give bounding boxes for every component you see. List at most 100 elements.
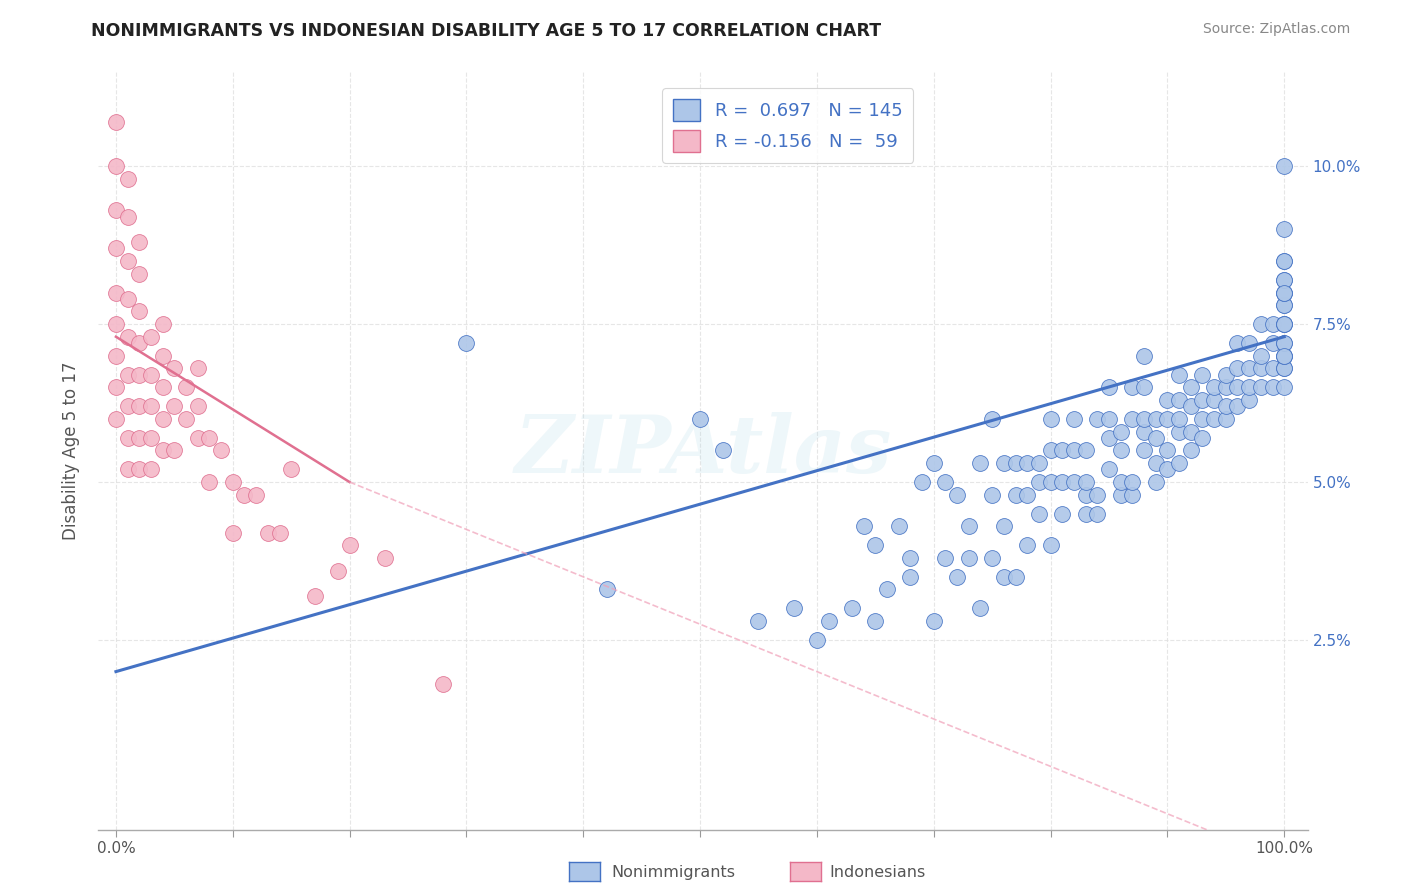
Point (1168, 368, 1191, 382)
Point (1133, 380, 1156, 394)
Point (981, 488, 1004, 502)
Point (1250, 361, 1272, 376)
Point (1144, 412, 1167, 426)
Point (1250, 317, 1272, 331)
Point (1109, 475, 1132, 489)
Point (1215, 380, 1237, 394)
Point (1272, 298, 1295, 312)
Point (1074, 507, 1097, 521)
Point (256, 525, 278, 540)
Point (1156, 412, 1178, 426)
Point (1237, 380, 1260, 394)
Point (1180, 425, 1202, 439)
Point (117, 253, 139, 268)
Point (117, 462, 139, 476)
Point (946, 488, 969, 502)
Point (139, 399, 162, 413)
Point (1063, 443, 1085, 458)
Point (1215, 399, 1237, 413)
Point (128, 431, 150, 445)
Point (128, 336, 150, 351)
Point (747, 614, 769, 628)
Point (1272, 317, 1295, 331)
Point (128, 368, 150, 382)
Point (981, 550, 1004, 565)
Point (1272, 317, 1295, 331)
Point (222, 525, 245, 540)
Point (1052, 475, 1074, 489)
Point (1261, 317, 1284, 331)
Point (1272, 222, 1295, 236)
Point (174, 380, 197, 394)
Point (1237, 392, 1260, 407)
Point (969, 456, 991, 470)
Point (1109, 425, 1132, 439)
Point (117, 210, 139, 224)
Point (152, 443, 174, 458)
Point (1098, 412, 1121, 426)
Point (1133, 425, 1156, 439)
Point (1063, 475, 1085, 489)
Point (898, 570, 921, 584)
Point (934, 550, 956, 565)
Point (1272, 159, 1295, 173)
Point (1074, 443, 1097, 458)
Point (1272, 361, 1295, 376)
Point (1272, 349, 1295, 363)
Point (117, 292, 139, 306)
Point (817, 614, 839, 628)
Point (1215, 368, 1237, 382)
Point (1191, 392, 1213, 407)
Text: Indonesians: Indonesians (830, 865, 925, 880)
Point (117, 399, 139, 413)
Point (1204, 412, 1226, 426)
Point (1156, 462, 1178, 476)
Point (1226, 399, 1249, 413)
Point (198, 475, 221, 489)
Point (139, 368, 162, 382)
Point (922, 456, 945, 470)
Point (1144, 456, 1167, 470)
Point (1168, 392, 1191, 407)
Point (163, 399, 186, 413)
Point (1052, 507, 1074, 521)
Point (163, 361, 186, 376)
Point (1272, 380, 1295, 394)
Point (1191, 368, 1213, 382)
Point (432, 677, 454, 691)
Point (1272, 298, 1295, 312)
Point (1204, 380, 1226, 394)
Point (1272, 361, 1295, 376)
Point (1028, 507, 1050, 521)
Point (1168, 412, 1191, 426)
Y-axis label: Disability Age 5 to 17: Disability Age 5 to 17 (62, 361, 80, 540)
Point (198, 431, 221, 445)
Point (152, 412, 174, 426)
Point (1237, 361, 1260, 376)
Point (128, 235, 150, 249)
Point (1191, 431, 1213, 445)
Point (139, 462, 162, 476)
Point (1098, 380, 1121, 394)
Point (957, 550, 980, 565)
Point (1017, 456, 1039, 470)
Point (946, 570, 969, 584)
Point (104, 412, 127, 426)
Point (865, 614, 887, 628)
Text: ZIPAtlas: ZIPAtlas (515, 412, 891, 489)
Point (104, 349, 127, 363)
Point (689, 412, 711, 426)
Point (865, 538, 887, 552)
Point (993, 570, 1015, 584)
Point (1109, 488, 1132, 502)
Point (339, 538, 361, 552)
Point (1272, 336, 1295, 351)
Point (1168, 456, 1191, 470)
Point (233, 488, 256, 502)
Point (1272, 349, 1295, 363)
Point (898, 550, 921, 565)
Text: NONIMMIGRANTS VS INDONESIAN DISABILITY AGE 5 TO 17 CORRELATION CHART: NONIMMIGRANTS VS INDONESIAN DISABILITY A… (91, 22, 882, 40)
Point (1028, 475, 1050, 489)
Text: Source: ZipAtlas.com: Source: ZipAtlas.com (1202, 22, 1350, 37)
Point (887, 519, 910, 533)
